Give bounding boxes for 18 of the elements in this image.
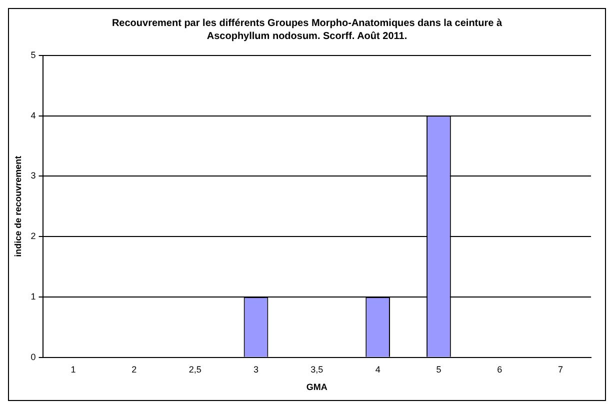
y-tick-label: 2 <box>30 231 36 242</box>
x-axis-title: GMA <box>306 382 328 392</box>
x-tick-label: 5 <box>436 364 442 374</box>
x-tick-label: 3,5 <box>310 364 324 374</box>
y-tick-label: 4 <box>30 110 36 120</box>
y-tick-label: 5 <box>30 50 36 60</box>
x-tick-label: 4 <box>375 364 380 374</box>
x-tick-label: 1 <box>70 364 76 374</box>
x-tick-label: 7 <box>558 364 564 374</box>
x-tick-label: 2 <box>132 364 137 374</box>
x-tick-label: 6 <box>497 364 502 374</box>
y-tick-label: 3 <box>30 170 36 181</box>
y-axis-title: indice de recouvrement <box>12 156 23 257</box>
chart-title: Recouvrement par les différents Groupes Morpho-Anatomiques dans la ceinture à Ascophyllum nodosum. Scorff. Août 2011. <box>110 17 504 44</box>
x-tick-label: 2,5 <box>188 364 202 374</box>
y-tick-label: 0 <box>30 352 36 362</box>
x-tick-label: 3 <box>253 364 258 374</box>
y-tick-label: 1 <box>30 291 36 302</box>
